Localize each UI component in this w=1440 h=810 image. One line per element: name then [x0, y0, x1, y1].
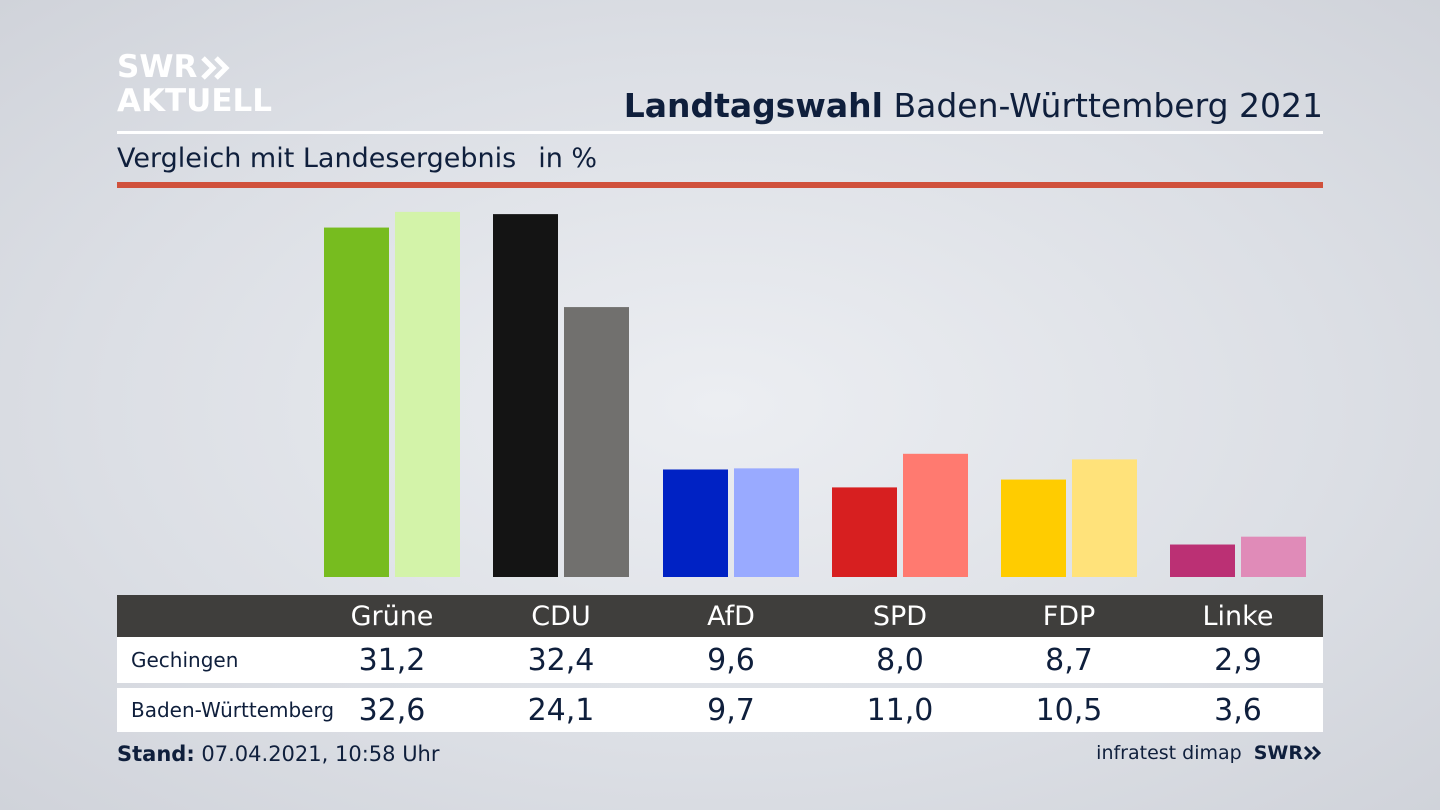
table-cell: 8,0 — [876, 642, 924, 678]
double-chevron-icon — [1303, 745, 1322, 761]
bar-afd-bw — [734, 468, 799, 577]
row-label: Baden-Württemberg — [131, 698, 335, 722]
page-title: Landtagswahl Baden-Württemberg 2021 — [624, 86, 1323, 125]
table-cell: 9,7 — [707, 692, 755, 728]
header-divider — [117, 131, 1323, 134]
table-cell: 3,6 — [1214, 692, 1262, 728]
column-header: AfD — [707, 600, 755, 632]
title-rest: Baden-Württemberg 2021 — [893, 86, 1323, 125]
accent-divider — [117, 182, 1323, 188]
table-cell: 8,7 — [1045, 642, 1093, 678]
column-header: Linke — [1202, 600, 1274, 632]
bar-cdu-gechingen — [493, 214, 558, 577]
double-chevron-icon — [201, 55, 230, 80]
bar-spd-bw — [903, 453, 968, 577]
bar-linke-gechingen — [1170, 544, 1235, 577]
bar-fdp-gechingen — [1001, 479, 1066, 577]
timestamp: Stand: 07.04.2021, 10:58 Uhr — [117, 742, 440, 766]
swr-brand: SWR — [1254, 742, 1323, 764]
swr-aktuell-logo: SWR AKTUELL — [117, 52, 272, 117]
bar-spd-gechingen — [832, 487, 897, 577]
table-cell: 10,5 — [1035, 692, 1103, 728]
table-cell: 11,0 — [866, 692, 934, 728]
stand-value: 07.04.2021, 10:58 Uhr — [201, 742, 440, 766]
logo-aktuell-text: AKTUELL — [117, 83, 273, 119]
table-header-row: Grüne CDU AfD SPD FDP Linke — [117, 595, 1323, 637]
bar-cdu-bw — [564, 307, 629, 577]
title-bold: Landtagswahl — [623, 86, 883, 125]
logo-swr-text: SWR — [117, 49, 198, 85]
bar-grne-gechingen — [324, 227, 389, 577]
row-label: Gechingen — [131, 648, 239, 672]
source-credit: infratest dimap SWR — [1096, 742, 1323, 764]
bar-linke-bw — [1241, 536, 1306, 577]
column-header: FDP — [1042, 600, 1096, 632]
table-cell: 32,6 — [358, 692, 426, 728]
table-cell: 2,9 — [1214, 642, 1262, 678]
chart-subtitle: Vergleich mit Landesergebnis in % — [117, 143, 597, 174]
bar-afd-gechingen — [663, 469, 728, 577]
table-row-bw: Baden-Württemberg 32,6 24,1 9,7 11,0 10,5 3,6 — [117, 688, 1323, 732]
unit-label: in % — [538, 143, 598, 174]
column-header: Grüne — [350, 600, 434, 632]
bar-fdp-bw — [1072, 459, 1137, 577]
table-cell: 32,4 — [527, 642, 595, 678]
source-text: infratest dimap — [1096, 742, 1242, 764]
swr-brand-text: SWR — [1253, 742, 1303, 764]
column-header: CDU — [531, 600, 591, 632]
table-row-gechingen: Gechingen 31,2 32,4 9,6 8,0 8,7 2,9 — [117, 637, 1323, 683]
column-header: SPD — [872, 600, 928, 632]
table-cell: 31,2 — [358, 642, 426, 678]
results-table: Grüne CDU AfD SPD FDP Linke Gechingen 31,2 32,… — [117, 595, 1323, 732]
stand-label: Stand: — [117, 742, 195, 766]
table-cell: 9,6 — [707, 642, 755, 678]
table-cell: 24,1 — [527, 692, 595, 728]
bar-grne-bw — [395, 211, 460, 577]
subtitle-text: Vergleich mit Landesergebnis — [117, 143, 517, 174]
